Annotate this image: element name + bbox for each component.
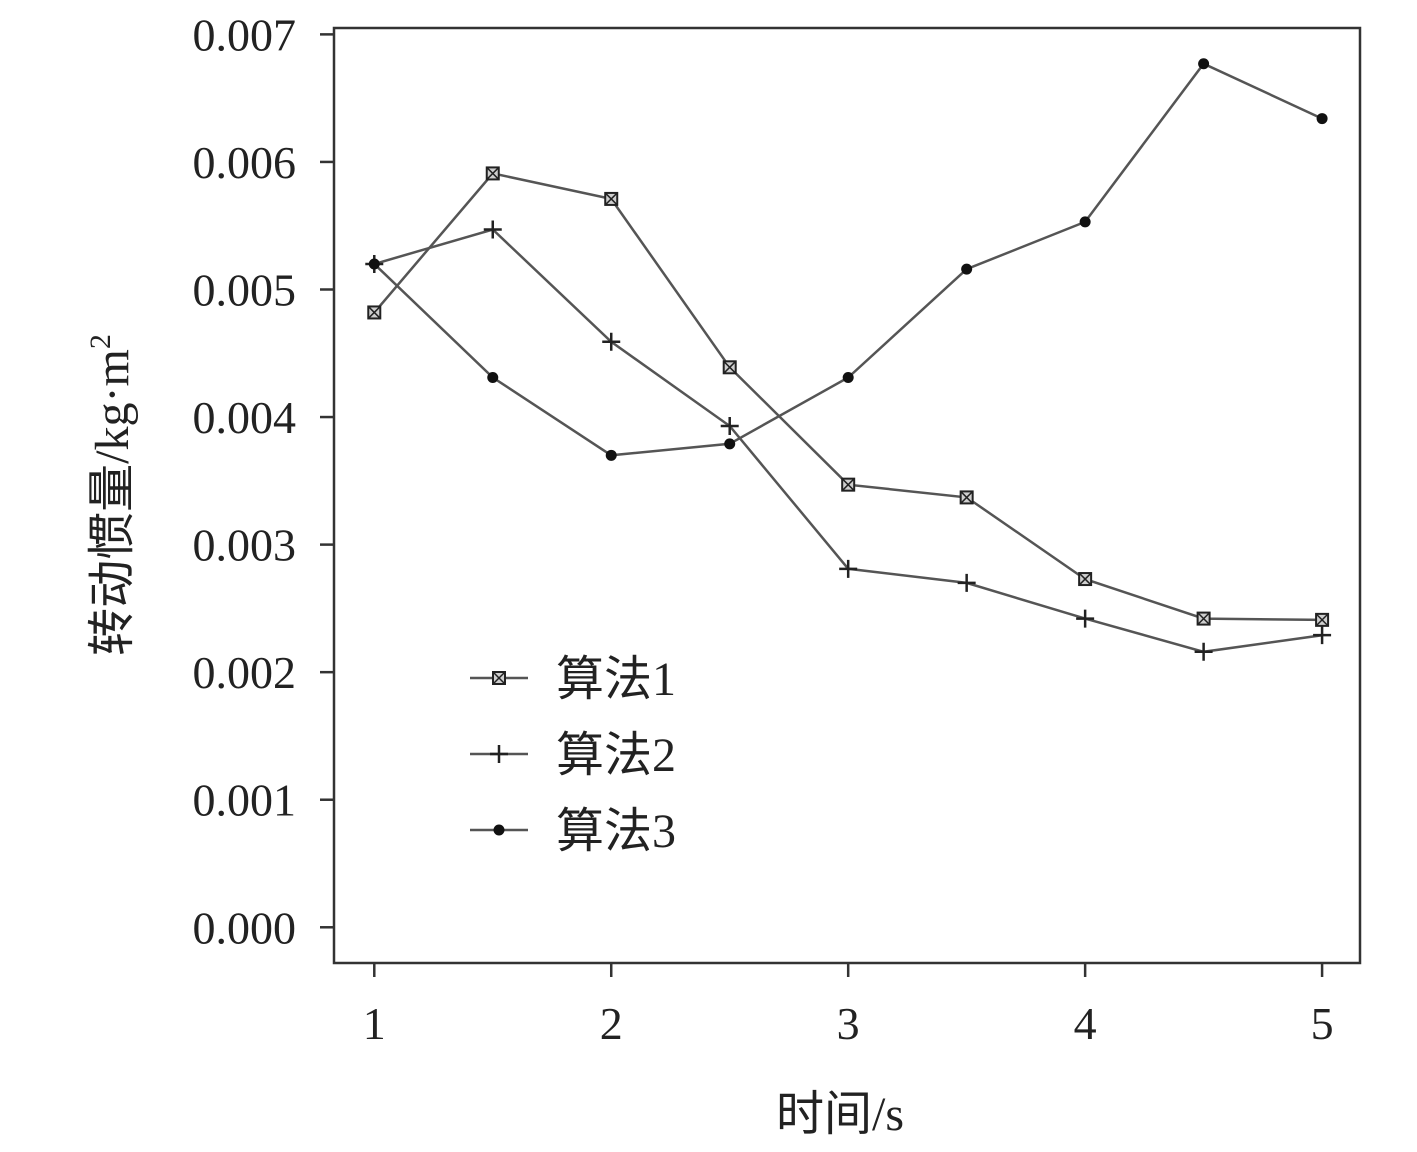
y-tick-label: 0.007: [193, 9, 297, 60]
square-marker: [841, 477, 856, 492]
legend-label: 算法1: [556, 653, 676, 706]
y-tick-label: 0.000: [193, 902, 297, 953]
x-tick-label: 1: [363, 998, 386, 1049]
legend-item-1: 算法1: [470, 653, 676, 706]
plus-marker: [1194, 642, 1213, 661]
square-marker: [1078, 572, 1093, 587]
dot-marker: [605, 449, 617, 461]
dot-marker: [724, 438, 736, 450]
series-1: [367, 166, 1330, 627]
dot-marker: [368, 258, 380, 270]
legend-item-3: 算法3: [470, 805, 676, 858]
dot-marker: [842, 372, 854, 384]
y-tick-label: 0.001: [193, 775, 297, 826]
legend: 算法1 算法2 算法3: [470, 653, 676, 858]
dot-marker: [961, 263, 973, 275]
y-tick-label: 0.005: [193, 264, 297, 315]
legend-item-2: 算法2: [470, 729, 676, 782]
plus-marker: [490, 745, 508, 763]
y-axis-title-text: 转动惯量/kg·m: [86, 349, 139, 656]
square-marker-cross: [492, 671, 506, 685]
square-marker: [492, 671, 506, 685]
x-tick-label: 4: [1074, 998, 1097, 1049]
x-axis-title: 时间/s: [776, 1088, 904, 1141]
square-marker: [1196, 611, 1211, 626]
x-tick-label: 3: [837, 998, 860, 1049]
square-marker: [485, 166, 500, 181]
y-tick-label: 0.004: [193, 392, 297, 443]
square-marker-cross: [1197, 612, 1211, 626]
plus-marker: [602, 332, 621, 351]
square-marker-cross: [841, 478, 855, 492]
plus-marker: [483, 220, 502, 239]
legend-label: 算法2: [556, 729, 676, 782]
square-marker: [959, 490, 974, 505]
y-tick-label: 0.006: [193, 137, 297, 188]
x-tick-label: 2: [600, 998, 623, 1049]
plus-marker: [1313, 626, 1332, 645]
plus-marker: [839, 559, 858, 578]
square-marker-cross: [486, 166, 500, 180]
y-axis-title: 转动惯量/kg·m2: [84, 334, 139, 656]
series-1-line: [373, 172, 1323, 622]
legend-label: 算法3: [556, 805, 676, 858]
dot-marker: [1198, 58, 1210, 70]
series-layer: [365, 58, 1332, 661]
series-2-line: [373, 228, 1323, 654]
series-3: [368, 58, 1328, 461]
x-tick-label: 5: [1311, 998, 1334, 1049]
plus-marker: [720, 416, 739, 435]
square-marker-cross: [367, 305, 381, 319]
series-3-line: [373, 62, 1323, 457]
plus-marker: [957, 573, 976, 592]
square-marker-cross: [604, 192, 618, 206]
square-marker: [604, 191, 619, 206]
square-marker: [367, 305, 382, 320]
square-marker-cross: [723, 360, 737, 374]
plus-marker: [1076, 609, 1095, 628]
x-axis: 1 2 3 4 5: [363, 963, 1334, 1049]
square-marker: [1315, 612, 1330, 627]
square-marker-cross: [1315, 613, 1329, 627]
dot-marker: [1316, 113, 1328, 125]
series-2: [365, 220, 1332, 661]
y-tick-label: 0.002: [193, 647, 297, 698]
y-axis: 0.000 0.001 0.002 0.003 0.004 0.005 0.006 0.007: [193, 9, 334, 953]
dot-marker: [1079, 216, 1091, 228]
square-marker-cross: [960, 490, 974, 504]
y-tick-label: 0.003: [193, 520, 297, 571]
square-marker-cross: [1078, 572, 1092, 586]
dot-marker: [493, 824, 505, 836]
square-marker: [722, 360, 737, 375]
y-axis-title-superscript: 2: [84, 334, 117, 349]
dot-marker: [487, 372, 499, 384]
